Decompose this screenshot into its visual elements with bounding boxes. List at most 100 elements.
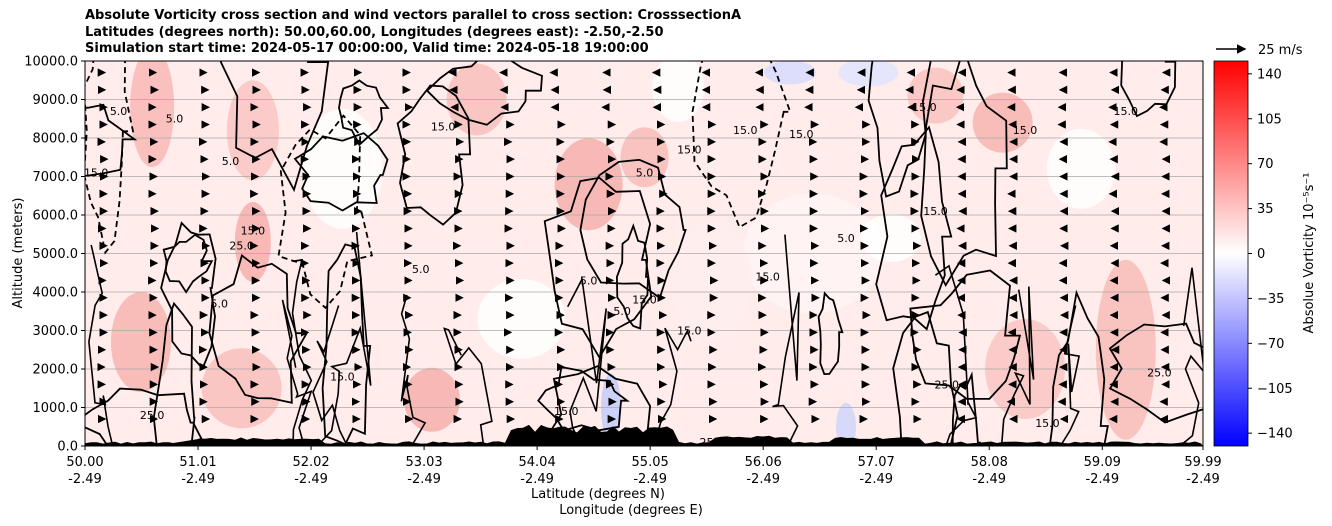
contour-label: 15.0: [755, 270, 780, 283]
contour-line: [1179, 267, 1203, 446]
contour-line: [396, 84, 472, 226]
x-axis-label-latitude: Latitude (degrees N): [531, 487, 665, 502]
y-tick-label: 3000.0: [33, 324, 79, 339]
y-tick-label: 6000.0: [33, 209, 79, 224]
vorticity-patch: [110, 292, 171, 393]
vorticity-patch: [764, 61, 817, 85]
x-tick-label-lon: -2.49: [859, 472, 893, 487]
x-tick-label-lon: -2.49: [407, 472, 441, 487]
contour-label: 5.0: [222, 155, 240, 168]
x-tick-label-lat: 55.05: [632, 455, 669, 470]
vorticity-patch: [226, 80, 279, 181]
contour-line: [291, 258, 313, 446]
x-axis: 50.00 -2.49 51.01 -2.49 52.02 -2.49 53.03 -2.49…: [66, 446, 1222, 487]
y-tick-label: 4000.0: [33, 286, 79, 301]
y-axis-label: Altitude (meters): [11, 198, 26, 309]
contour-line: [1048, 289, 1109, 446]
contour-line: [772, 234, 800, 446]
vorticity-patch: [1095, 259, 1156, 440]
x-tick-label-lon: -2.49: [294, 472, 328, 487]
vorticity-field: [110, 61, 1156, 446]
contour-line: [1059, 305, 1081, 446]
colorbar-tick-label: 35: [1257, 202, 1274, 217]
vorticity-patch: [620, 127, 669, 188]
vorticity-patch: [130, 61, 175, 168]
x-tick-label-lat: 56.06: [745, 455, 782, 470]
vorticity-patch: [652, 61, 705, 122]
contour-label: 15.0: [554, 405, 579, 418]
wind-key-label: 25 m/s: [1258, 43, 1303, 58]
contour-line: [425, 61, 543, 126]
x-tick-label-lon: -2.49: [68, 472, 102, 487]
y-tick-label: 0.0: [57, 440, 78, 455]
contour-line: [691, 61, 792, 229]
vorticity-patch: [838, 61, 899, 87]
contour-label: 5.0: [211, 297, 229, 310]
x-tick-label-lat: 57.07: [858, 455, 895, 470]
vorticity-patch: [554, 138, 623, 231]
contour-line: [85, 387, 204, 446]
contour-line: [545, 365, 652, 446]
contour-line: [1000, 286, 1035, 446]
colorbar-tick-label: 140: [1257, 67, 1282, 82]
contour-line: [817, 291, 844, 376]
contour-line: [875, 125, 953, 331]
colorbar-tick-label: 105: [1257, 112, 1282, 127]
contour-line: [208, 253, 309, 404]
y-tick-label: 9000.0: [33, 93, 79, 108]
y-tick-label: 8000.0: [33, 132, 79, 147]
x-tick-label-lat: 59.09: [1084, 455, 1121, 470]
colorbar-tick-label: −140: [1257, 427, 1293, 442]
colorbar-ticks: 140 105 70 35 0 −35 −70 −105 −140: [1248, 67, 1293, 442]
contour-line: [219, 61, 330, 193]
contour-label: 15.0: [84, 167, 109, 180]
colorbar-tick-label: 0: [1257, 247, 1265, 262]
vorticity-patch: [972, 92, 1033, 153]
contour-label: 15.0: [1035, 417, 1060, 430]
contour-label: 15.0: [330, 371, 355, 384]
y-tick-label: 5000.0: [33, 247, 79, 262]
contour-label: 5.0: [837, 232, 855, 245]
colorbar: [1213, 60, 1249, 447]
contour-line: [892, 310, 959, 446]
x-tick-label-lon: -2.49: [181, 472, 215, 487]
x-tick-label-lon: -2.49: [633, 472, 667, 487]
grid-lines: [85, 99, 1203, 408]
contour-label: 15.0: [1114, 105, 1139, 118]
contour-line: [316, 232, 372, 446]
contour-line: [648, 327, 692, 446]
contour-label: 15.0: [632, 294, 657, 307]
chart-title: Absolute Vorticity cross section and win…: [85, 8, 741, 58]
contour-line: [338, 79, 390, 147]
x-tick-label-lat: 51.01: [179, 455, 216, 470]
colorbar-tick-label: −70: [1257, 337, 1284, 352]
contour-label: 5.0: [110, 105, 128, 118]
x-tick-label-lon: -2.49: [972, 472, 1006, 487]
contour-label: 15.0: [677, 143, 702, 156]
contour-label: 25.0: [934, 378, 959, 391]
title-line-2: Latitudes (degrees north): 50.00,60.00, …: [85, 24, 664, 40]
x-tick-label-lon: -2.49: [746, 472, 780, 487]
x-tick-label-lon: -2.49: [1085, 472, 1119, 487]
wind-vectors: [97, 68, 1171, 424]
contour-line: [277, 114, 373, 310]
vorticity-patch: [907, 67, 964, 124]
colorbar-tick-label: −35: [1257, 292, 1284, 307]
contour-label: 15.0: [431, 120, 456, 133]
colorbar-tick-label: −105: [1257, 382, 1293, 397]
x-tick-label-lat: 53.03: [405, 455, 442, 470]
contour-line: [1120, 61, 1177, 118]
x-tick-label-lat: 52.02: [292, 455, 329, 470]
x-tick-label-lat: 59.99: [1184, 455, 1221, 470]
contour-lines: [85, 61, 1203, 446]
contour-label: 5.0: [580, 274, 598, 287]
contour-label: 15.0: [677, 324, 702, 337]
contour-label: 15.0: [241, 224, 266, 237]
contour-line: [312, 305, 349, 446]
contour-label: 15.0: [1013, 124, 1038, 137]
contour-line: [443, 327, 493, 446]
x-tick-label-lon: -2.49: [520, 472, 554, 487]
contour-label: 15.0: [789, 128, 814, 141]
title-line-3: Simulation start time: 2024-05-17 00:00:…: [85, 41, 649, 56]
